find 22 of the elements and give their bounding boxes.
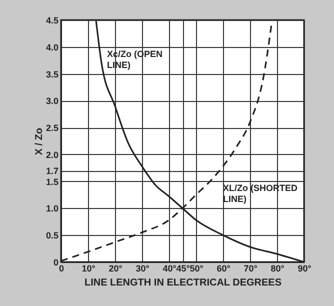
y-tick-label: 2.5 [46, 123, 58, 134]
x-tick-label: 45° [176, 264, 190, 274]
y-tick-label: 2.0 [46, 150, 58, 160]
x-tick-label: 70° [244, 264, 258, 274]
y-tick-label: 1.7 [46, 166, 58, 176]
y-tick-label: 3.0 [46, 96, 58, 106]
y-tick-label: 4.5 [46, 16, 58, 26]
x-tick-label: 30° [136, 264, 150, 274]
y-tick-label: 0.5 [46, 230, 58, 241]
y-tick-label: 1.0 [46, 204, 58, 214]
x-tick-label: 10° [82, 264, 96, 274]
x-tick-label: 60° [216, 264, 231, 274]
y-tick-label: 4.0 [46, 42, 58, 52]
x-axis-title: LINE LENGTH IN ELECTRICAL DEGREES [84, 278, 282, 288]
y-tick-label: 1.5 [46, 176, 58, 187]
y-axis-title: X / Zo [34, 128, 45, 156]
x-tick-label: 50° [190, 264, 204, 274]
x-tick-label: 80° [270, 264, 285, 274]
x-tick-label: 90° [298, 264, 312, 274]
y-tick-label: 3.5 [46, 69, 58, 80]
x-tick-label: 20° [108, 264, 123, 274]
x-tick-label: 40° [162, 264, 177, 274]
